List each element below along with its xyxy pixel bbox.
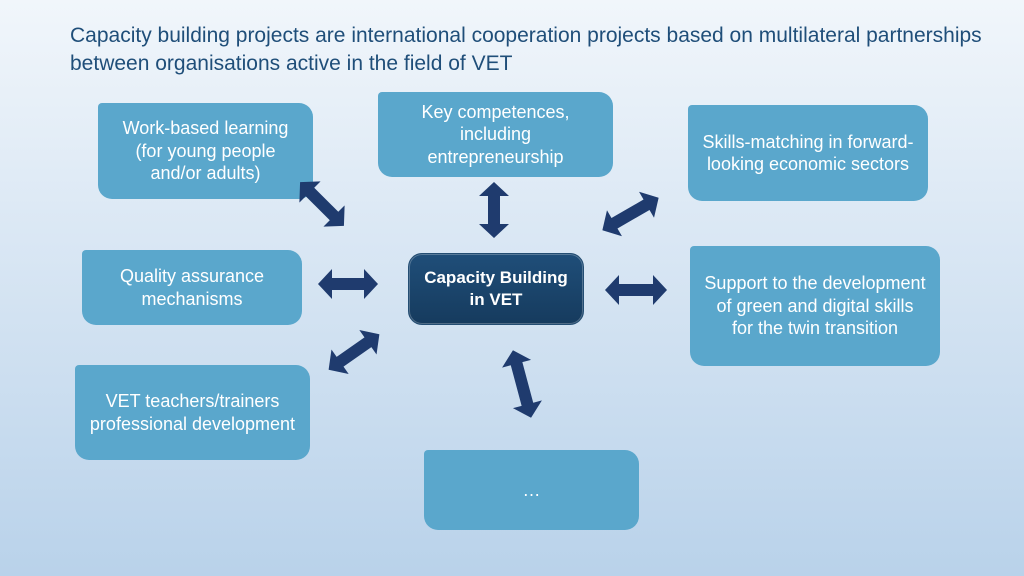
node-label: Skills-matching in forward-looking econo… [702, 131, 914, 176]
node-key-competences: Key competences, including entrepreneurs… [378, 92, 613, 177]
node-label: VET teachers/trainers professional devel… [89, 390, 296, 435]
arrow-to-quality [318, 269, 378, 299]
arrow-to-green-digital [605, 275, 667, 305]
node-skills-matching: Skills-matching in forward-looking econo… [688, 105, 928, 201]
node-green-digital: Support to the development of green and … [690, 246, 940, 366]
slide-title: Capacity building projects are internati… [70, 22, 984, 79]
arrow-to-key-competences [479, 182, 509, 238]
center-node: Capacity Building in VET [408, 253, 584, 325]
node-label: Key competences, including entrepreneurs… [392, 101, 599, 169]
node-quality: Quality assurance mechanisms [82, 250, 302, 325]
node-label: Work-based learning (for young people an… [112, 117, 299, 185]
node-label: Support to the development of green and … [704, 272, 926, 340]
node-vet-teachers: VET teachers/trainers professional devel… [75, 365, 310, 460]
center-node-label: Capacity Building in VET [423, 267, 569, 311]
node-label: Quality assurance mechanisms [96, 265, 288, 310]
node-label: … [523, 479, 541, 502]
node-work-based: Work-based learning (for young people an… [98, 103, 313, 199]
node-ellipsis: … [424, 450, 639, 530]
